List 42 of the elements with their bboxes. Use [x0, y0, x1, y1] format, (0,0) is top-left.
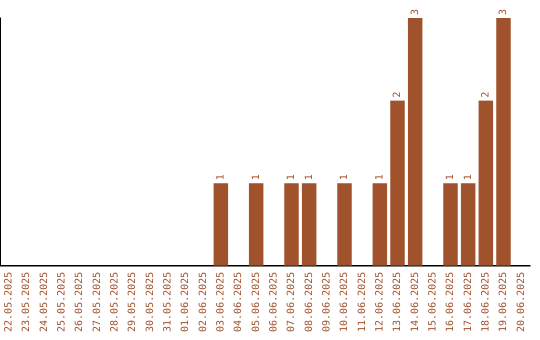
- data-label: 3: [498, 8, 510, 15]
- x-tick-label: 20.06.2025: [516, 272, 527, 332]
- x-tick-label: 08.06.2025: [304, 272, 315, 332]
- x-tick-label: 23.05.2025: [21, 272, 32, 332]
- x-tick-label: 28.05.2025: [109, 272, 120, 332]
- x-tick-label: 09.06.2025: [321, 272, 332, 332]
- x-tick-label: 10.06.2025: [339, 272, 350, 332]
- x-tick-label: 25.05.2025: [56, 272, 68, 332]
- x-tick-label: 31.05.2025: [162, 272, 174, 332]
- data-label: 1: [215, 174, 226, 180]
- x-tick-label: 27.05.2025: [92, 272, 103, 332]
- x-tick-label: 01.06.2025: [180, 272, 192, 332]
- x-tick-label: 12.06.2025: [374, 272, 386, 332]
- data-label: 1: [286, 174, 298, 180]
- x-tick-label: 29.05.2025: [127, 272, 138, 332]
- x-tick-label: 24.05.2025: [38, 272, 50, 332]
- x-tick-label: 18.06.2025: [480, 272, 492, 332]
- data-label: 1: [339, 174, 350, 180]
- x-tick-label: 19.06.2025: [498, 272, 510, 332]
- x-tick-label: 06.06.2025: [268, 272, 280, 332]
- x-tick-label: 03.06.2025: [215, 272, 226, 332]
- data-label: 1: [462, 174, 474, 180]
- x-tick-label: 13.06.2025: [392, 272, 404, 332]
- data-label: 2: [392, 92, 404, 98]
- x-tick-label: 15.06.2025: [427, 272, 438, 332]
- data-label: 3: [410, 8, 421, 15]
- x-tick-label: 07.06.2025: [286, 272, 298, 332]
- data-label: 1: [445, 174, 456, 180]
- data-label: 1: [304, 174, 315, 180]
- x-tick-label: 11.06.2025: [356, 272, 368, 332]
- x-tick-label: 05.06.2025: [250, 272, 262, 332]
- x-tick-label: 14.06.2025: [410, 272, 421, 332]
- x-tick-label: 16.06.2025: [445, 272, 456, 332]
- x-tick-label: 04.06.2025: [233, 272, 244, 332]
- x-tick-label: 30.05.2025: [144, 272, 156, 332]
- data-label: 1: [250, 174, 262, 180]
- x-tick-label: 02.06.2025: [198, 272, 209, 332]
- x-tick-label: 17.06.2025: [462, 272, 474, 332]
- x-tick-label: 26.05.2025: [74, 272, 86, 332]
- x-tick-label: 22.05.2025: [3, 272, 14, 332]
- data-label: 1: [374, 174, 386, 180]
- data-label: 2: [480, 92, 492, 98]
